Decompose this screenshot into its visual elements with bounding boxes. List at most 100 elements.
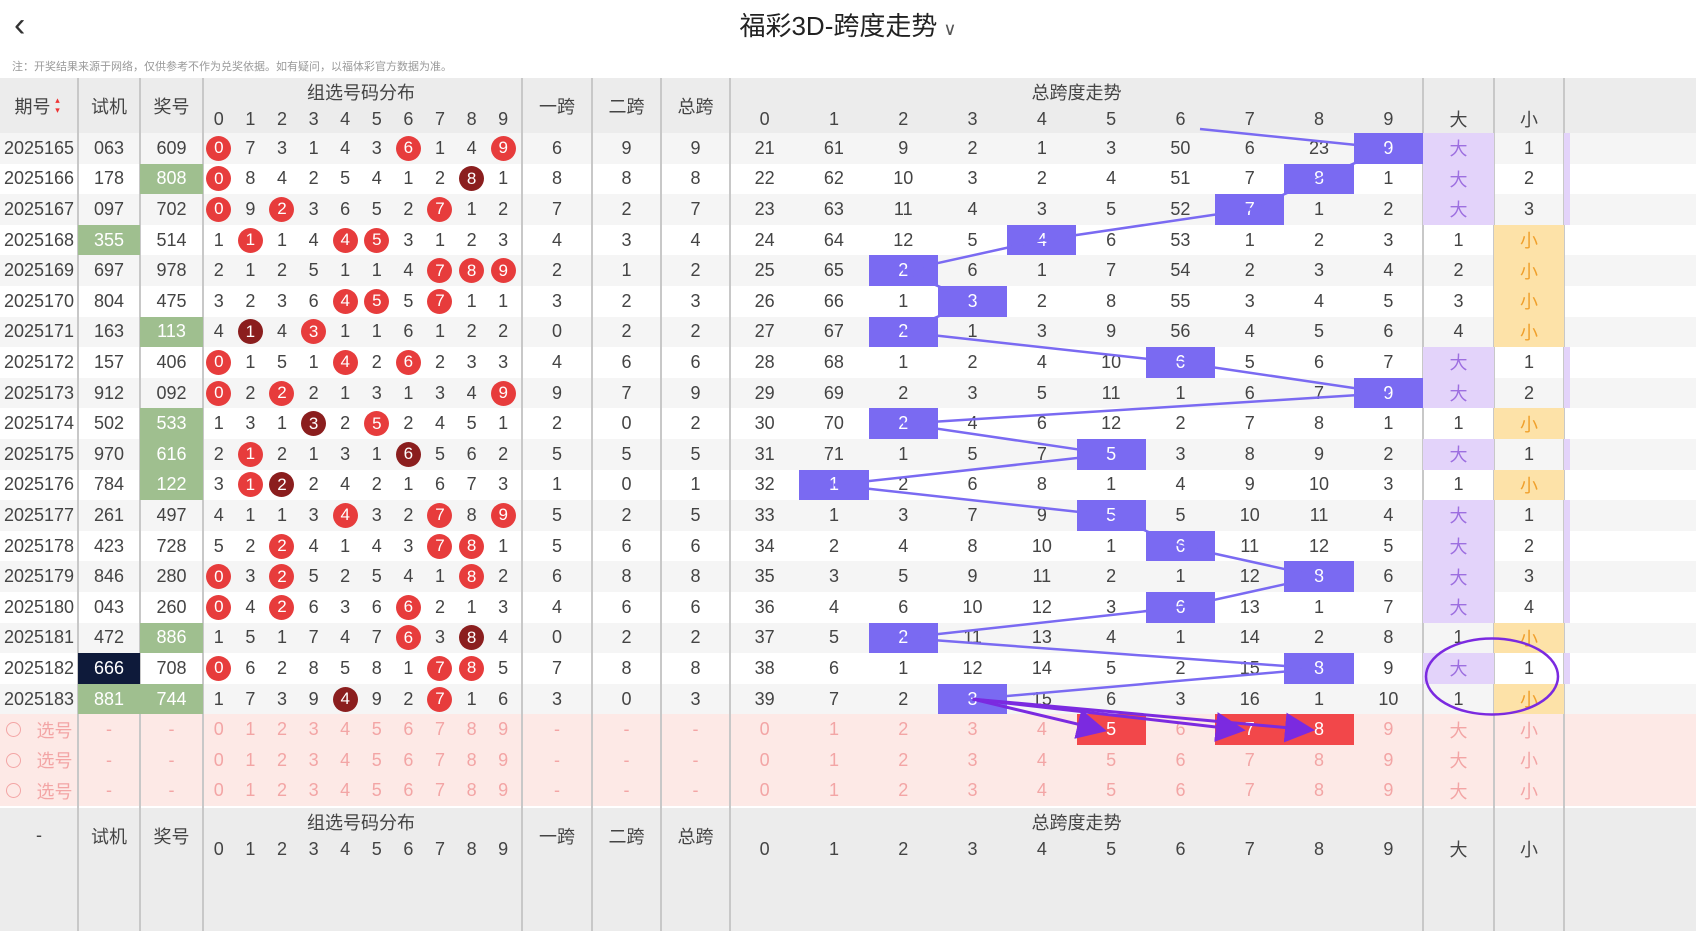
radio-circle-icon[interactable] [5, 722, 21, 738]
pick-trend-digit[interactable]: 6 [1175, 780, 1186, 801]
pick-trend-digit[interactable]: 6 [1175, 749, 1186, 770]
pick-trend-digit[interactable]: 1 [828, 780, 839, 801]
dist-digit-header: 3 [308, 108, 319, 129]
pick-dist-digit[interactable]: 9 [498, 780, 509, 801]
trend-digit-header: 8 [1314, 838, 1325, 859]
pick-trend-digit[interactable]: 4 [1036, 780, 1047, 801]
pick-dist-digit[interactable]: 6 [403, 719, 414, 740]
pick-dist-digit[interactable]: 8 [466, 719, 477, 740]
pick-dist-digit[interactable]: 7 [434, 780, 445, 801]
pick-trend-digit[interactable]: 8 [1284, 714, 1354, 745]
pick-trend-digit[interactable]: 0 [759, 719, 770, 740]
sort-arrows-icon[interactable]: ▴▾ [53, 95, 64, 116]
pick-trend-digit[interactable]: 1 [828, 719, 839, 740]
pick-trend-digit[interactable]: 2 [898, 749, 909, 770]
chevron-down-icon[interactable]: ∨ [943, 19, 957, 39]
pick-trend-digit[interactable]: 3 [967, 719, 978, 740]
pick-dist-digit[interactable]: 0 [213, 780, 224, 801]
pick-dist-digit[interactable]: 5 [371, 749, 382, 770]
trend-cell: 37 [754, 627, 775, 648]
pick-dist-digit[interactable]: 8 [466, 780, 477, 801]
trend-cell: 1 [967, 321, 978, 342]
pick-trend-digit[interactable]: 2 [898, 780, 909, 801]
dist-cell: 2 [498, 443, 509, 464]
dist-digit-header: 9 [498, 838, 509, 859]
pick-trend-digit[interactable]: 0 [759, 749, 770, 770]
pick-trend-digit[interactable]: 8 [1314, 780, 1325, 801]
pick-trend-digit[interactable]: 5 [1076, 714, 1146, 745]
pick-dist-digit[interactable]: 4 [340, 719, 351, 740]
page-title[interactable]: 福彩3D-跨度走势 ∨ [0, 6, 1696, 43]
pick-dist-digit[interactable]: 6 [403, 749, 414, 770]
pick-trend-digit[interactable]: 9 [1383, 719, 1394, 740]
pick-row-selector[interactable]: 选号 [0, 745, 78, 776]
radio-circle-icon[interactable] [5, 783, 21, 799]
pick-dist-digit[interactable]: 5 [371, 780, 382, 801]
pick-dist-digit[interactable]: 1 [245, 749, 256, 770]
drawn-digit-ball: 9 [490, 380, 516, 406]
pick-big[interactable]: 大 [1449, 781, 1468, 802]
pick-dist-digit[interactable]: 8 [466, 749, 477, 770]
column-header-period[interactable]: 期号 ▴▾ [0, 78, 78, 133]
trend-digit-header: 9 [1383, 838, 1394, 859]
pick-trend-digit[interactable]: 6 [1175, 719, 1186, 740]
radio-circle-icon[interactable] [5, 752, 21, 768]
trend-digit-header: 0 [759, 838, 770, 859]
pick-trend-digit[interactable]: 9 [1383, 780, 1394, 801]
pick-dist-digit[interactable]: 0 [213, 719, 224, 740]
pick-trend-digit[interactable]: 2 [898, 719, 909, 740]
pick-trend-digit[interactable]: 7 [1244, 749, 1255, 770]
dist-digit-header: 6 [403, 838, 414, 859]
pick-dist-digit[interactable]: 4 [340, 749, 351, 770]
pick-dist-digit[interactable]: 7 [434, 719, 445, 740]
dist-cell: 6 [466, 443, 477, 464]
trial-number-cell: 163 [93, 321, 125, 342]
pick-trend-digit[interactable]: 0 [759, 780, 770, 801]
pick-trend-digit[interactable]: 1 [828, 749, 839, 770]
span1-cell: 7 [551, 657, 562, 678]
drawn-digit-ball: 7 [427, 288, 453, 314]
pick-row-selector[interactable]: 选号 [0, 714, 78, 745]
trend-cell: 8 [967, 535, 978, 556]
pick-dist-digit[interactable]: 3 [308, 780, 319, 801]
pick-dist-digit[interactable]: 1 [245, 719, 256, 740]
pick-dist-digit[interactable]: 9 [498, 749, 509, 770]
span1-cell: 0 [551, 321, 562, 342]
pick-trend-digit[interactable]: 5 [1106, 749, 1117, 770]
pick-trend-digit[interactable]: 3 [967, 780, 978, 801]
period-cell: 2025181 [3, 627, 75, 648]
trend-cell: 10 [1378, 688, 1399, 709]
back-chevron-left-icon[interactable]: ‹ [14, 6, 26, 44]
pick-dist-digit[interactable]: 6 [403, 780, 414, 801]
pick-small[interactable]: 小 [1520, 751, 1538, 772]
pick-trend-digit[interactable]: 7 [1215, 714, 1285, 745]
pick-dist-digit[interactable]: 5 [371, 719, 382, 740]
pick-trend-digit[interactable]: 9 [1383, 749, 1394, 770]
pick-trend-digit[interactable]: 8 [1314, 749, 1325, 770]
pick-dist-digit[interactable]: 4 [340, 780, 351, 801]
dist-cell: 4 [403, 566, 414, 587]
trend-cell: 9 [1353, 377, 1423, 409]
pick-dist-digit[interactable]: 0 [213, 749, 224, 770]
pick-row-selector[interactable]: 选号 [0, 776, 78, 807]
pick-trend-digit[interactable]: 5 [1106, 780, 1117, 801]
dist-cell: 8 [371, 657, 382, 678]
pick-dist-digit[interactable]: 1 [245, 780, 256, 801]
pick-trend-digit[interactable]: 3 [967, 749, 978, 770]
pick-dist-digit[interactable]: 7 [434, 749, 445, 770]
pick-dist-digit[interactable]: 2 [276, 749, 287, 770]
drawn-digit-ball: 8 [459, 533, 485, 559]
pick-dist-digit[interactable]: 9 [498, 719, 509, 740]
pick-trend-digit[interactable]: 4 [1036, 719, 1047, 740]
pick-small[interactable]: 小 [1520, 781, 1538, 802]
pick-big[interactable]: 大 [1449, 720, 1468, 741]
pick-small[interactable]: 小 [1520, 720, 1538, 741]
trend-cell: 26 [754, 290, 775, 311]
pick-dist-digit[interactable]: 3 [308, 719, 319, 740]
pick-dist-digit[interactable]: 3 [308, 749, 319, 770]
pick-dist-digit[interactable]: 2 [276, 780, 287, 801]
pick-dist-digit[interactable]: 2 [276, 719, 287, 740]
pick-big[interactable]: 大 [1449, 751, 1468, 772]
pick-trend-digit[interactable]: 4 [1036, 749, 1047, 770]
pick-trend-digit[interactable]: 7 [1244, 780, 1255, 801]
